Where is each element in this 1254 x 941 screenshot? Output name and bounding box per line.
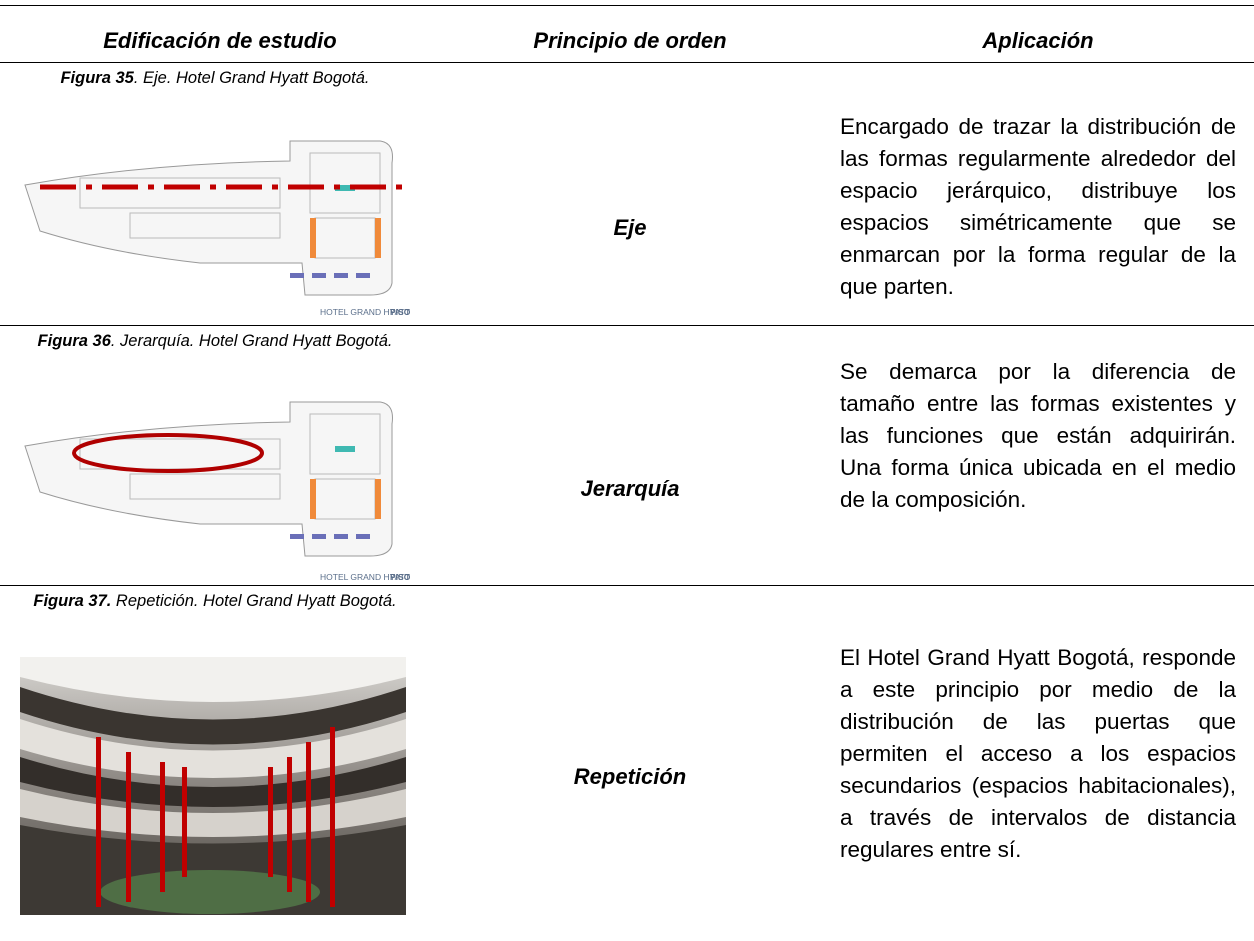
table-row: Figura 37. Repetición. Hotel Grand Hyatt… (0, 586, 1254, 941)
floor-plan: HOTEL GRAND HYATT PISO 2 (24, 401, 410, 582)
principle: Repetición (573, 764, 687, 789)
principle: Eje (613, 215, 647, 240)
top-rule (0, 5, 1254, 6)
caption: Figura 37. Repetición. Hotel Grand Hyatt… (20, 590, 410, 612)
caption-label: Figura 35 (60, 69, 134, 87)
image-label: PISO 2 (390, 307, 410, 317)
caption-label: Figura 36 (37, 332, 111, 350)
caption: Figura 35. Eje. Hotel Grand Hyatt Bogotá… (20, 67, 410, 89)
floor-plan: HOTEL GRAND HYATT PISO 2 (24, 140, 410, 317)
caption-text: . Jerarquía. Hotel Grand Hyatt Bogotá. (110, 332, 393, 350)
application: Encargado de trazar la distribución de l… (840, 114, 1236, 299)
caption: Figura 36. Jerarquía. Hotel Grand Hyatt … (20, 330, 410, 352)
column-header: Edificación de estudio (103, 28, 337, 53)
caption-text: Repetición. Hotel Grand Hyatt Bogotá. (111, 592, 397, 610)
image-label: HOTEL GRAND HYATT (320, 307, 410, 317)
application: Se demarca por la diferencia de tamaño e… (840, 359, 1236, 512)
row-rule (0, 325, 1254, 326)
header-rule (0, 62, 1254, 63)
column-header: Principio de orden (533, 28, 727, 53)
table-row: Figura 36. Jerarquía. Hotel Grand Hyatt … (0, 326, 1254, 585)
atrium-photo (20, 657, 406, 915)
table-row: Figura 35. Eje. Hotel Grand Hyatt Bogotá… (0, 63, 1254, 325)
image-label: HOTEL GRAND HYATT (320, 572, 410, 582)
application: El Hotel Grand Hyatt Bogotá, responde a … (840, 645, 1236, 862)
caption-label: Figura 37. (33, 592, 112, 610)
column-header: Aplicación (982, 28, 1094, 53)
caption-text: . Eje. Hotel Grand Hyatt Bogotá. (133, 69, 370, 87)
image-label: PISO 2 (390, 572, 410, 582)
row-rule (0, 585, 1254, 586)
principle: Jerarquía (580, 476, 680, 501)
